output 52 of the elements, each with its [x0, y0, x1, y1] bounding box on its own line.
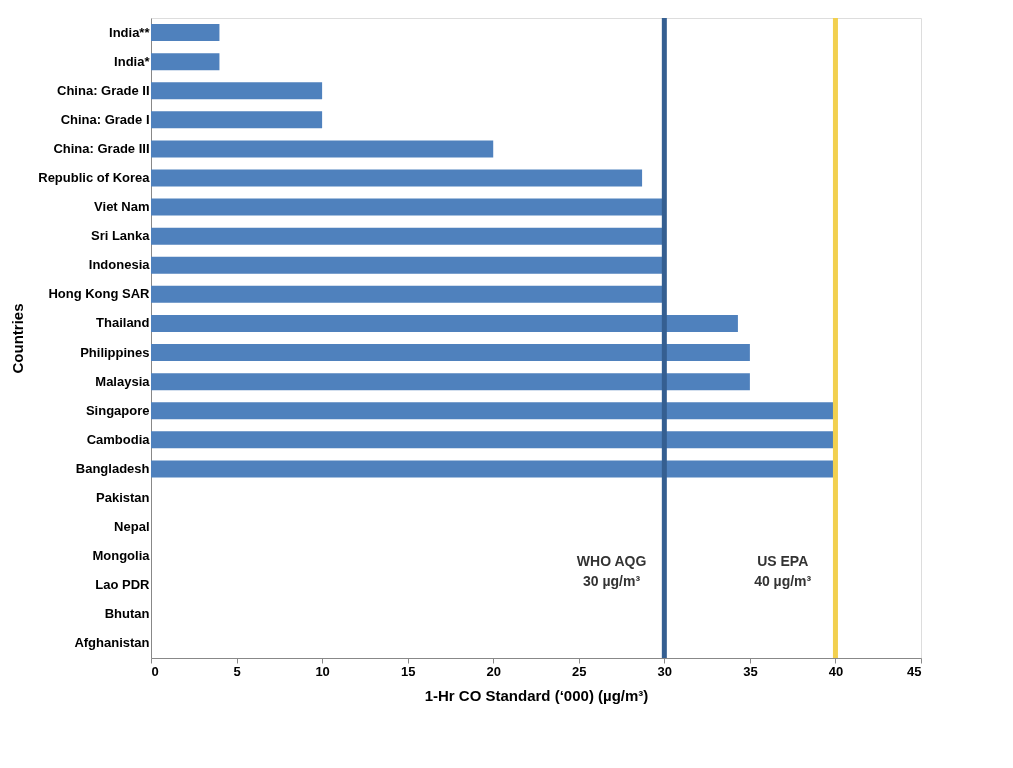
y-tick-label: India** — [109, 24, 151, 40]
bar — [151, 227, 665, 245]
y-tick-label: China: Grade I — [60, 111, 150, 127]
y-tick-label: Singapore — [85, 402, 150, 418]
ref-line-label: WHO AQG 30 µg/m³ — [576, 553, 647, 589]
bar — [151, 140, 494, 158]
y-tick-label: Sri Lanka — [90, 228, 151, 244]
x-tick-label: 5 — [233, 663, 241, 679]
x-tick-label: 45 — [907, 663, 922, 679]
y-tick-label: Bhutan — [104, 606, 150, 622]
bar — [151, 111, 323, 129]
bar — [151, 344, 750, 362]
bar — [151, 402, 836, 420]
bar — [151, 24, 220, 42]
bar — [151, 82, 323, 100]
y-tick-label: Nepal — [114, 519, 150, 535]
bar — [151, 460, 836, 478]
y-tick-label: China: Grade II — [57, 82, 150, 98]
y-tick-label: Malaysia — [95, 373, 151, 389]
x-tick-label: 25 — [572, 663, 587, 679]
y-tick-label: Indonesia — [88, 257, 151, 273]
bar — [151, 285, 665, 303]
bar — [151, 256, 665, 274]
x-tick-label: 40 — [828, 663, 844, 679]
x-tick-label: 30 — [657, 663, 673, 679]
bar — [151, 198, 665, 216]
y-tick-label: Lao PDR — [95, 577, 151, 593]
y-axis-title: Countries — [9, 303, 27, 374]
y-tick-label: Philippines — [80, 344, 150, 360]
ref-line-label: US EPA 40 µg/m³ — [754, 553, 812, 589]
bar — [151, 314, 738, 332]
y-tick-label: Republic of Korea — [38, 170, 151, 185]
y-tick-label: Bangladesh — [75, 460, 150, 476]
y-tick-label: Mongolia — [92, 548, 151, 564]
bar — [151, 169, 643, 187]
x-tick-label: 10 — [315, 663, 330, 679]
y-tick-label: Afghanistan — [74, 635, 150, 651]
y-tick-label: Viet Nam — [94, 199, 150, 215]
x-axis-title: 1-Hr CO Standard (‘000) (µg/m³) — [424, 686, 649, 704]
y-tick-label: Pakistan — [96, 490, 150, 505]
y-tick-label: India* — [114, 53, 151, 69]
x-tick-label: 35 — [743, 663, 758, 679]
x-tick-label: 0 — [151, 663, 159, 679]
y-tick-label: China: Grade III — [53, 140, 150, 156]
bar — [151, 431, 836, 449]
bar — [151, 53, 220, 71]
x-tick-label: 15 — [400, 663, 416, 679]
y-tick-label: Cambodia — [86, 431, 151, 447]
y-tick-label: Thailand — [96, 315, 150, 331]
bar — [151, 373, 750, 391]
x-tick-label: 20 — [486, 663, 501, 679]
y-tick-label: Hong Kong SAR — [48, 286, 151, 302]
